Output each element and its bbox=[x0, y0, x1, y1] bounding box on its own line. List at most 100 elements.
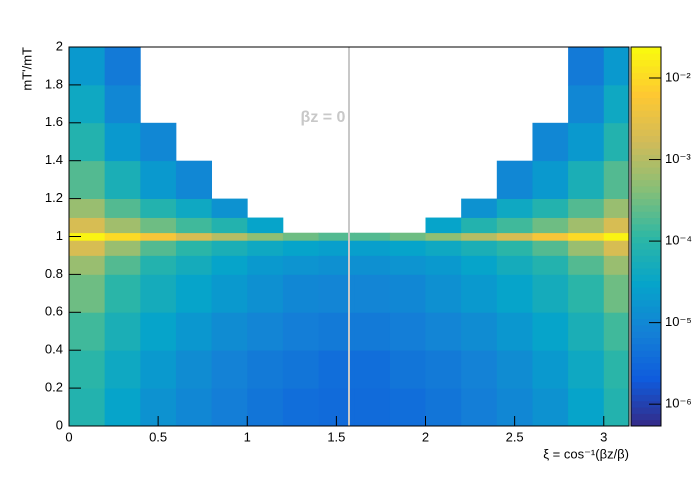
heatmap-cell bbox=[532, 232, 569, 241]
heatmap-cell bbox=[282, 312, 319, 351]
heatmap-cell bbox=[104, 232, 141, 241]
heatmap-cell bbox=[568, 350, 605, 389]
heatmap-cell bbox=[496, 160, 533, 199]
heatmap-cell bbox=[175, 255, 213, 275]
heatmap-cell bbox=[603, 350, 630, 389]
annotation: βz = 0 bbox=[301, 109, 346, 126]
heatmap-cell bbox=[69, 255, 106, 275]
y-tick-label: 0.4 bbox=[45, 342, 63, 357]
colorbar-slice bbox=[631, 103, 661, 111]
heatmap-cell bbox=[140, 312, 177, 351]
colorbar-slice bbox=[631, 173, 661, 181]
heatmap-cell bbox=[425, 388, 462, 427]
heatmap-cell bbox=[603, 198, 630, 218]
heatmap-cell bbox=[282, 232, 319, 241]
colorbar-slice bbox=[631, 249, 661, 256]
colorbar-slice bbox=[631, 116, 661, 124]
colorbar-slice bbox=[631, 318, 661, 326]
heatmap-cell bbox=[603, 388, 630, 427]
heatmap-cell bbox=[104, 122, 141, 162]
heatmap-cell bbox=[211, 350, 248, 389]
heatmap-cell bbox=[69, 232, 106, 241]
colorbar-slice bbox=[631, 287, 661, 294]
heatmap-cell bbox=[104, 388, 141, 427]
heatmap-cell bbox=[104, 198, 141, 218]
y-tick-label: 0 bbox=[56, 417, 63, 432]
colorbar-slice bbox=[631, 53, 661, 61]
heatmap-cell bbox=[568, 312, 605, 351]
heatmap-cell bbox=[425, 274, 462, 313]
heatmap-cell bbox=[211, 274, 248, 313]
heatmap-cell bbox=[104, 47, 141, 86]
heatmap-cell bbox=[69, 388, 106, 427]
colorbar-slice bbox=[631, 293, 661, 301]
heatmap-cell bbox=[461, 232, 498, 241]
heatmap-cell bbox=[104, 84, 141, 124]
heatmap-cell bbox=[532, 160, 569, 199]
colorbar-slice bbox=[631, 337, 661, 345]
heatmap-cell bbox=[568, 232, 605, 241]
heatmap-cell bbox=[211, 240, 248, 256]
heatmap-cell bbox=[247, 240, 284, 256]
heatmap-cell bbox=[175, 232, 213, 241]
heatmap-cell bbox=[69, 84, 106, 124]
y-tick-label: 1.8 bbox=[45, 76, 63, 91]
heatmap-cell bbox=[104, 255, 141, 275]
colorbar-slice bbox=[631, 255, 661, 263]
colorbar-tick-label: 10⁻⁵ bbox=[665, 314, 692, 329]
heatmap-cell bbox=[461, 198, 498, 218]
y-tick-label: 1 bbox=[56, 228, 63, 243]
colorbar-slice bbox=[631, 59, 661, 67]
heatmap-cell bbox=[104, 160, 141, 199]
colorbar-slice bbox=[631, 217, 661, 225]
heatmap-cell bbox=[532, 388, 569, 427]
heatmap-cell bbox=[247, 350, 284, 389]
heatmap-cell bbox=[425, 255, 462, 275]
colorbar-slice bbox=[631, 268, 661, 275]
heatmap-cell bbox=[461, 388, 498, 427]
heatmap-cell bbox=[140, 198, 177, 218]
heatmap-cell bbox=[603, 312, 630, 351]
heatmap-cell bbox=[568, 84, 605, 124]
heatmap-cell bbox=[140, 217, 177, 234]
colorbar-slice bbox=[631, 179, 661, 187]
heatmap-cell bbox=[318, 232, 355, 241]
heatmap-cell bbox=[69, 160, 106, 199]
colorbar-slice bbox=[631, 160, 661, 168]
heatmap-cell bbox=[532, 122, 569, 162]
heatmap-cell bbox=[461, 350, 498, 389]
heatmap-cell bbox=[532, 198, 569, 218]
colorbar-slice bbox=[631, 324, 661, 332]
heatmap-cell bbox=[211, 232, 248, 241]
x-tick-label: 0.5 bbox=[149, 429, 167, 444]
colorbar-slice bbox=[631, 242, 661, 250]
colorbar-slice bbox=[631, 236, 661, 244]
heatmap-cell bbox=[603, 160, 630, 199]
colorbar-slice bbox=[631, 204, 661, 212]
heatmap-cell bbox=[318, 240, 355, 256]
heatmap-cell bbox=[175, 350, 213, 389]
heatmap-cell bbox=[175, 240, 213, 256]
colorbar-slice bbox=[631, 381, 661, 389]
heatmap-cell bbox=[104, 350, 141, 389]
colorbar-slice bbox=[631, 110, 661, 117]
heatmap-cell bbox=[425, 217, 462, 234]
colorbar-frame bbox=[630, 46, 662, 427]
heatmap-cell bbox=[69, 217, 106, 234]
colorbar-slice bbox=[631, 47, 661, 54]
heatmap-cell bbox=[425, 312, 462, 351]
y-tick-label: 0.6 bbox=[45, 304, 63, 319]
heatmap-cell bbox=[568, 122, 605, 162]
heatmap-cell bbox=[247, 255, 284, 275]
heatmap-cell bbox=[354, 312, 391, 351]
heatmap-cell bbox=[69, 240, 106, 256]
heatmap-cell bbox=[69, 350, 106, 389]
colorbar-slice bbox=[631, 261, 661, 269]
y-tick-label: 1.2 bbox=[45, 190, 63, 205]
heatmap-cell bbox=[175, 217, 213, 234]
heatmap-cell bbox=[461, 274, 498, 313]
heatmap-cell bbox=[354, 240, 391, 256]
colorbar-tick-label: 10⁻⁴ bbox=[665, 233, 692, 248]
colorbar-slice bbox=[631, 305, 661, 313]
